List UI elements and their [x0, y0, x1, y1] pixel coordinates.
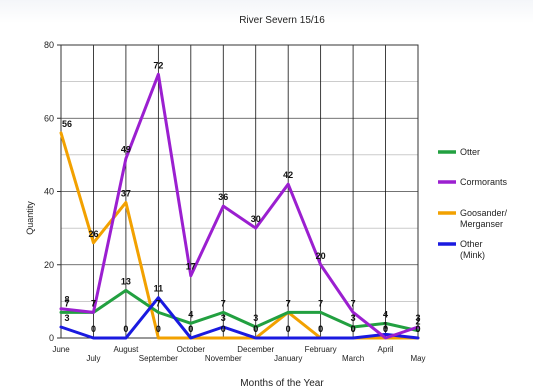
legend: Otter Cormorants Goosander/Merganser Other(… — [438, 147, 508, 260]
x-tick-label: December — [237, 345, 274, 354]
data-label: 0 — [383, 324, 388, 334]
data-label: 72 — [153, 60, 163, 70]
legend-label: Otter — [460, 147, 480, 157]
y-tick-label: 40 — [44, 187, 54, 197]
series-layer — [59, 72, 420, 340]
y-tick-label: 0 — [49, 333, 54, 343]
data-label: 0 — [415, 324, 420, 334]
x-tick-label: January — [274, 354, 302, 363]
data-label: 3 — [64, 313, 69, 323]
data-label: 0 — [351, 324, 356, 334]
data-label: 0 — [91, 324, 96, 334]
data-label: 7 — [221, 298, 226, 308]
data-label: 0 — [221, 324, 226, 334]
data-label: 0 — [318, 324, 323, 334]
data-label: 4 — [188, 309, 193, 319]
data-label: 8 — [64, 295, 69, 305]
data-label: 7 — [318, 298, 323, 308]
data-label: 2 — [415, 317, 420, 327]
data-label: 0 — [351, 324, 356, 334]
data-label: 42 — [283, 170, 293, 180]
data-label: 1 — [383, 320, 388, 330]
x-axis: June July AugustSeptemberOctoberNovemberDe… — [52, 345, 425, 363]
data-label: 36 — [218, 192, 228, 202]
data-label: 13 — [121, 276, 131, 286]
data-label: 0 — [286, 324, 291, 334]
data-label: 11 — [154, 284, 164, 294]
data-label: 3 — [221, 313, 226, 323]
y-tick-label: 60 — [44, 113, 54, 123]
data-label: 0 — [253, 324, 258, 334]
y-axis: 0 20 40 60 80 — [44, 40, 61, 343]
data-label: 7 — [91, 298, 96, 308]
data-label: 0 — [318, 324, 323, 334]
x-tick-label: April — [378, 345, 394, 354]
data-label: 7 — [351, 298, 356, 308]
data-label: 26 — [88, 229, 98, 239]
data-label: 7 — [156, 298, 161, 308]
data-label: 56 — [62, 119, 72, 129]
y-tick-label: 80 — [44, 40, 54, 50]
data-label: 0 — [123, 324, 128, 334]
data-label: 7 — [286, 298, 291, 308]
legend-label: (Mink) — [460, 250, 485, 260]
data-label: 20 — [316, 251, 326, 261]
x-axis-label: Months of the Year — [240, 378, 324, 389]
legend-label: Merganser — [460, 219, 503, 229]
data-label: 0 — [383, 324, 388, 334]
data-label: 3 — [415, 313, 420, 323]
x-tick-label: November — [205, 354, 242, 363]
data-label: 0 — [188, 324, 193, 334]
series-line-cormorants — [59, 72, 420, 340]
series-line-goosander-merganser — [59, 131, 420, 340]
x-tick-label: March — [342, 354, 364, 363]
data-label: 3 — [253, 313, 258, 323]
x-tick-label: February — [305, 345, 337, 354]
x-tick-label: July — [86, 354, 100, 363]
data-label: 7 — [64, 298, 69, 308]
legend-label: Other — [460, 239, 483, 249]
series-line-other-mink- — [59, 296, 420, 340]
data-label: 7 — [286, 298, 291, 308]
data-label: 37 — [121, 188, 131, 198]
data-label: 30 — [251, 214, 261, 224]
x-tick-label: May — [410, 354, 425, 363]
y-tick-label: 20 — [44, 260, 54, 270]
data-label: 0 — [253, 324, 258, 334]
data-label: 0 — [156, 324, 161, 334]
x-tick-label: August — [113, 345, 139, 354]
legend-label: Goosander/ — [460, 208, 508, 218]
chart-title: River Severn 15/16 — [239, 15, 325, 26]
data-label: 4 — [383, 309, 388, 319]
x-tick-label: October — [177, 345, 206, 354]
data-label: 3 — [351, 313, 356, 323]
x-tick-label: June — [52, 345, 70, 354]
legend-label: Cormorants — [460, 177, 508, 187]
y-axis-label: Quantity — [25, 201, 35, 235]
data-label: 49 — [121, 145, 131, 155]
data-label: 7 — [91, 298, 96, 308]
grid — [60, 44, 419, 339]
data-label: 0 — [415, 324, 420, 334]
series-line-otter — [59, 288, 420, 333]
x-tick-label: September — [139, 354, 178, 363]
data-label: 0 — [188, 324, 193, 334]
data-label: 17 — [186, 262, 196, 272]
